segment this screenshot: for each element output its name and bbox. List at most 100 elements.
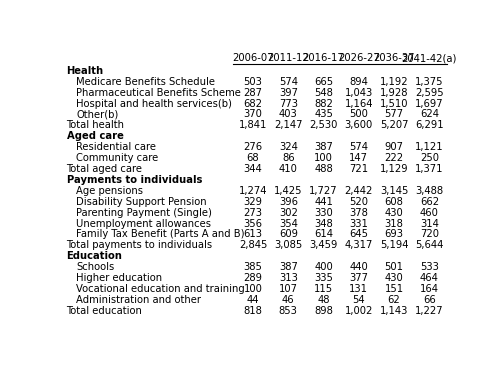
Text: 287: 287 bbox=[243, 87, 263, 98]
Text: 387: 387 bbox=[314, 142, 333, 152]
Text: 324: 324 bbox=[279, 142, 298, 152]
Text: 2006-07: 2006-07 bbox=[232, 53, 274, 63]
Text: 403: 403 bbox=[279, 110, 298, 120]
Text: 577: 577 bbox=[385, 110, 404, 120]
Text: 1,274: 1,274 bbox=[239, 186, 268, 196]
Text: 3,600: 3,600 bbox=[345, 120, 373, 130]
Text: Disability Support Pension: Disability Support Pension bbox=[76, 197, 207, 207]
Text: 500: 500 bbox=[349, 110, 368, 120]
Text: 107: 107 bbox=[279, 284, 298, 294]
Text: 574: 574 bbox=[349, 142, 368, 152]
Text: Unemployment allowances: Unemployment allowances bbox=[76, 218, 211, 228]
Text: 46: 46 bbox=[282, 295, 295, 305]
Text: Pharmaceutical Benefits Scheme: Pharmaceutical Benefits Scheme bbox=[76, 87, 241, 98]
Text: 2,147: 2,147 bbox=[274, 120, 303, 130]
Text: 894: 894 bbox=[349, 77, 368, 87]
Text: Vocational education and training: Vocational education and training bbox=[76, 284, 245, 294]
Text: 773: 773 bbox=[279, 99, 298, 108]
Text: 410: 410 bbox=[279, 164, 298, 174]
Text: 682: 682 bbox=[243, 99, 263, 108]
Text: 464: 464 bbox=[420, 273, 439, 283]
Text: 614: 614 bbox=[314, 230, 333, 239]
Text: 2041-42(a): 2041-42(a) bbox=[402, 53, 457, 63]
Text: 488: 488 bbox=[314, 164, 333, 174]
Text: 318: 318 bbox=[385, 218, 403, 228]
Text: 3,085: 3,085 bbox=[274, 240, 303, 251]
Text: 131: 131 bbox=[349, 284, 368, 294]
Text: Education: Education bbox=[67, 251, 122, 261]
Text: 1,129: 1,129 bbox=[380, 164, 408, 174]
Text: 1,727: 1,727 bbox=[309, 186, 338, 196]
Text: 115: 115 bbox=[314, 284, 333, 294]
Text: Health: Health bbox=[67, 66, 104, 76]
Text: 720: 720 bbox=[420, 230, 439, 239]
Text: 1,164: 1,164 bbox=[345, 99, 373, 108]
Text: Total education: Total education bbox=[67, 306, 142, 316]
Text: 2,845: 2,845 bbox=[239, 240, 267, 251]
Text: 377: 377 bbox=[349, 273, 368, 283]
Text: 1,371: 1,371 bbox=[415, 164, 443, 174]
Text: 1,002: 1,002 bbox=[345, 306, 373, 316]
Text: 645: 645 bbox=[349, 230, 368, 239]
Text: 335: 335 bbox=[314, 273, 333, 283]
Text: Hospital and health services(b): Hospital and health services(b) bbox=[76, 99, 232, 108]
Text: 3,145: 3,145 bbox=[380, 186, 408, 196]
Text: 1,375: 1,375 bbox=[415, 77, 443, 87]
Text: 441: 441 bbox=[314, 197, 333, 207]
Text: 378: 378 bbox=[349, 208, 368, 218]
Text: 354: 354 bbox=[279, 218, 298, 228]
Text: 2,442: 2,442 bbox=[345, 186, 373, 196]
Text: 898: 898 bbox=[314, 306, 333, 316]
Text: 435: 435 bbox=[314, 110, 333, 120]
Text: 2,530: 2,530 bbox=[310, 120, 338, 130]
Text: 907: 907 bbox=[385, 142, 404, 152]
Text: 314: 314 bbox=[420, 218, 439, 228]
Text: 348: 348 bbox=[314, 218, 333, 228]
Text: Medicare Benefits Schedule: Medicare Benefits Schedule bbox=[76, 77, 215, 87]
Text: 344: 344 bbox=[243, 164, 263, 174]
Text: 385: 385 bbox=[243, 262, 263, 272]
Text: 151: 151 bbox=[385, 284, 404, 294]
Text: Total aged care: Total aged care bbox=[67, 164, 142, 174]
Text: 330: 330 bbox=[314, 208, 333, 218]
Text: 62: 62 bbox=[388, 295, 400, 305]
Text: 1,425: 1,425 bbox=[274, 186, 303, 196]
Text: 331: 331 bbox=[349, 218, 368, 228]
Text: 397: 397 bbox=[279, 87, 298, 98]
Text: 387: 387 bbox=[279, 262, 298, 272]
Text: 662: 662 bbox=[420, 197, 439, 207]
Text: 2026-27: 2026-27 bbox=[338, 53, 380, 63]
Text: 250: 250 bbox=[420, 153, 439, 163]
Text: Age pensions: Age pensions bbox=[76, 186, 143, 196]
Text: 460: 460 bbox=[420, 208, 439, 218]
Text: 440: 440 bbox=[350, 262, 368, 272]
Text: 5,194: 5,194 bbox=[380, 240, 408, 251]
Text: 54: 54 bbox=[353, 295, 365, 305]
Text: 302: 302 bbox=[279, 208, 298, 218]
Text: 5,644: 5,644 bbox=[415, 240, 443, 251]
Text: 609: 609 bbox=[279, 230, 298, 239]
Text: 400: 400 bbox=[314, 262, 333, 272]
Text: 1,121: 1,121 bbox=[415, 142, 444, 152]
Text: 501: 501 bbox=[385, 262, 404, 272]
Text: 624: 624 bbox=[420, 110, 439, 120]
Text: 100: 100 bbox=[314, 153, 333, 163]
Text: 2,595: 2,595 bbox=[415, 87, 444, 98]
Text: 4,317: 4,317 bbox=[345, 240, 373, 251]
Text: 693: 693 bbox=[385, 230, 404, 239]
Text: 613: 613 bbox=[243, 230, 263, 239]
Text: 818: 818 bbox=[243, 306, 263, 316]
Text: 574: 574 bbox=[279, 77, 298, 87]
Text: 396: 396 bbox=[279, 197, 298, 207]
Text: 3,459: 3,459 bbox=[310, 240, 338, 251]
Text: 2036-37: 2036-37 bbox=[373, 53, 415, 63]
Text: Community care: Community care bbox=[76, 153, 158, 163]
Text: 1,043: 1,043 bbox=[345, 87, 373, 98]
Text: Family Tax Benefit (Parts A and B): Family Tax Benefit (Parts A and B) bbox=[76, 230, 244, 239]
Text: 100: 100 bbox=[243, 284, 263, 294]
Text: 86: 86 bbox=[282, 153, 295, 163]
Text: 276: 276 bbox=[243, 142, 263, 152]
Text: 329: 329 bbox=[243, 197, 263, 207]
Text: Parenting Payment (Single): Parenting Payment (Single) bbox=[76, 208, 212, 218]
Text: 44: 44 bbox=[247, 295, 260, 305]
